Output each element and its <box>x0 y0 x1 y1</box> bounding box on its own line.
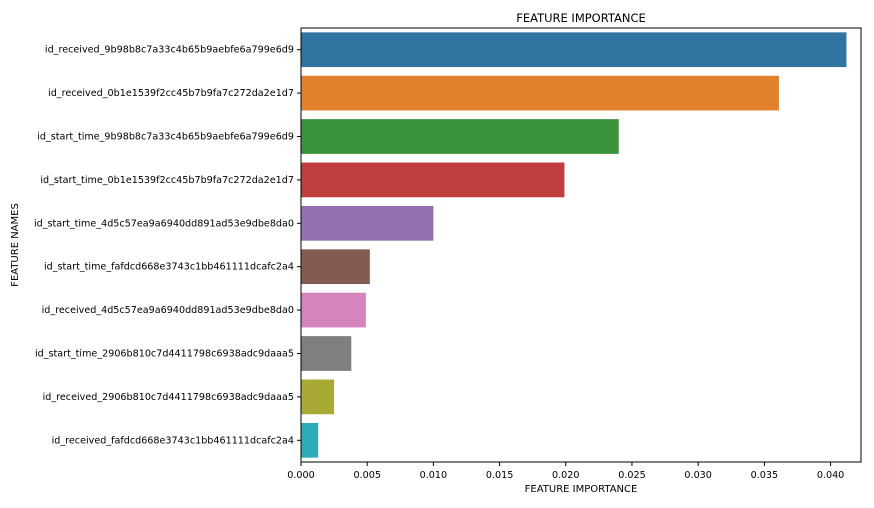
y-tick-label: id_start_time_fafdcd668e3743c1bb461111dc… <box>44 262 294 273</box>
y-tick-label: id_start_time_0b1e1539f2cc45b7b9fa7c272d… <box>40 175 294 186</box>
chart-title: FEATURE IMPORTANCE <box>516 11 646 25</box>
plot-frame <box>300 27 862 463</box>
y-tick-label: id_start_time_4d5c57ea9a6940dd891ad53e9d… <box>34 218 294 229</box>
y-axis: id_received_9b98b8c7a33c4b65b9aebfe6a799… <box>34 45 301 446</box>
bar <box>301 162 565 198</box>
x-tick-label: 0.010 <box>420 470 447 481</box>
y-tick-label: id_received_fafdcd668e3743c1bb461111dcaf… <box>52 435 294 446</box>
y-axis-label: FEATURE NAMES <box>10 203 21 287</box>
x-axis-label: FEATURE IMPORTANCE <box>525 484 638 495</box>
bar <box>301 75 779 111</box>
y-tick-label: id_start_time_9b98b8c7a33c4b65b9aebfe6a7… <box>37 132 294 143</box>
bar <box>301 336 352 371</box>
bar <box>301 292 366 328</box>
y-tick-label: id_received_2906b810c7d4411798c6938adc9d… <box>43 392 294 403</box>
plot-area <box>301 32 847 458</box>
x-axis: 0.000 0.005 0.010 0.015 0.020 0.025 0.030 0.035… <box>287 462 844 481</box>
bar <box>301 32 847 68</box>
bar <box>301 119 619 154</box>
x-tick-label: 0.025 <box>618 470 645 481</box>
bar <box>301 379 335 415</box>
x-tick-label: 0.005 <box>353 470 380 481</box>
x-tick-label: 0.030 <box>684 470 711 481</box>
x-tick-label: 0.035 <box>751 470 778 481</box>
x-tick-label: 0.020 <box>552 470 579 481</box>
x-tick-label: 0.000 <box>287 470 314 481</box>
y-tick-label: id_received_0b1e1539f2cc45b7b9fa7c272da2… <box>48 88 294 99</box>
bar <box>301 205 434 241</box>
y-tick-label: id_received_4d5c57ea9a6940dd891ad53e9dbe… <box>42 305 294 316</box>
y-tick-label: id_received_9b98b8c7a33c4b65b9aebfe6a799… <box>45 45 294 56</box>
bar <box>301 422 319 458</box>
bar <box>301 249 370 285</box>
x-tick-label: 0.040 <box>817 470 844 481</box>
x-tick-label: 0.015 <box>486 470 513 481</box>
y-tick-label: id_start_time_2906b810c7d4411798c6938adc… <box>35 349 294 360</box>
